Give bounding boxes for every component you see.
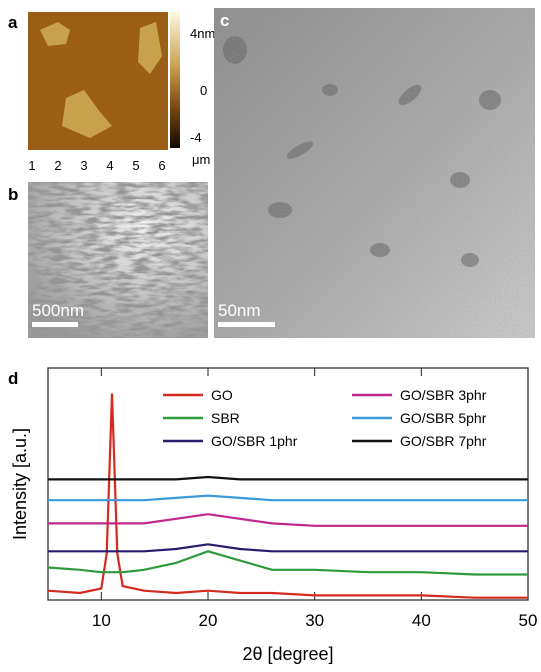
series-line (48, 477, 528, 479)
x-tick-label: 1 (28, 158, 35, 173)
panel-label: a (8, 13, 18, 32)
x-tick-label: 2 (54, 158, 61, 173)
series-line (48, 544, 528, 551)
colorbar-label: 0 (200, 83, 207, 98)
x-axis-title: 2θ [degree] (242, 644, 333, 664)
legend-label: GO/SBR 1phr (211, 433, 298, 449)
x-tick-label: 50 (519, 611, 538, 630)
x-tick-label: 40 (412, 611, 431, 630)
y-axis-title: Intensity [a.u.] (10, 428, 30, 540)
colorbar-label: 4nm (190, 26, 215, 41)
colorbar-label: -4 (190, 130, 202, 145)
panel-b: b 500nm (8, 182, 208, 338)
scale-bar-label: 50nm (218, 301, 261, 320)
series-line (48, 496, 528, 501)
x-tick-label: 5 (132, 158, 139, 173)
panel-c: c 50nm (214, 8, 535, 338)
x-tick-label: 20 (199, 611, 218, 630)
x-tick-label: 3 (80, 158, 87, 173)
panel-label: b (8, 185, 18, 204)
scale-bar (218, 322, 275, 327)
legend-label: GO/SBR 3phr (400, 387, 487, 403)
scale-bar-label: 500nm (32, 301, 84, 320)
legend-label: SBR (211, 410, 240, 426)
legend-label: GO/SBR 5phr (400, 410, 487, 426)
texture (214, 8, 535, 338)
axis-unit: μm (192, 152, 210, 167)
legend-label: GO/SBR 7phr (400, 433, 487, 449)
x-tick-label: 30 (305, 611, 324, 630)
panel-label: c (220, 11, 229, 30)
series-line (48, 514, 528, 526)
panel-label: d (8, 369, 18, 388)
panel-d: d 2θ [degree] Intensity [a.u.] 10 20 30 40 5… (8, 368, 537, 664)
x-tick-label: 6 (158, 158, 165, 173)
legend-label: GO (211, 387, 233, 403)
scale-bar (32, 322, 78, 327)
x-tick-label: 10 (92, 611, 111, 630)
panel-a: a 4nm 0 -4 μm 1 2 3 4 5 6 (8, 12, 215, 173)
figure: a 4nm 0 -4 μm 1 2 3 4 5 6 b 500nm c 50nm (0, 0, 541, 667)
colorbar (170, 12, 180, 148)
x-tick-label: 4 (106, 158, 113, 173)
